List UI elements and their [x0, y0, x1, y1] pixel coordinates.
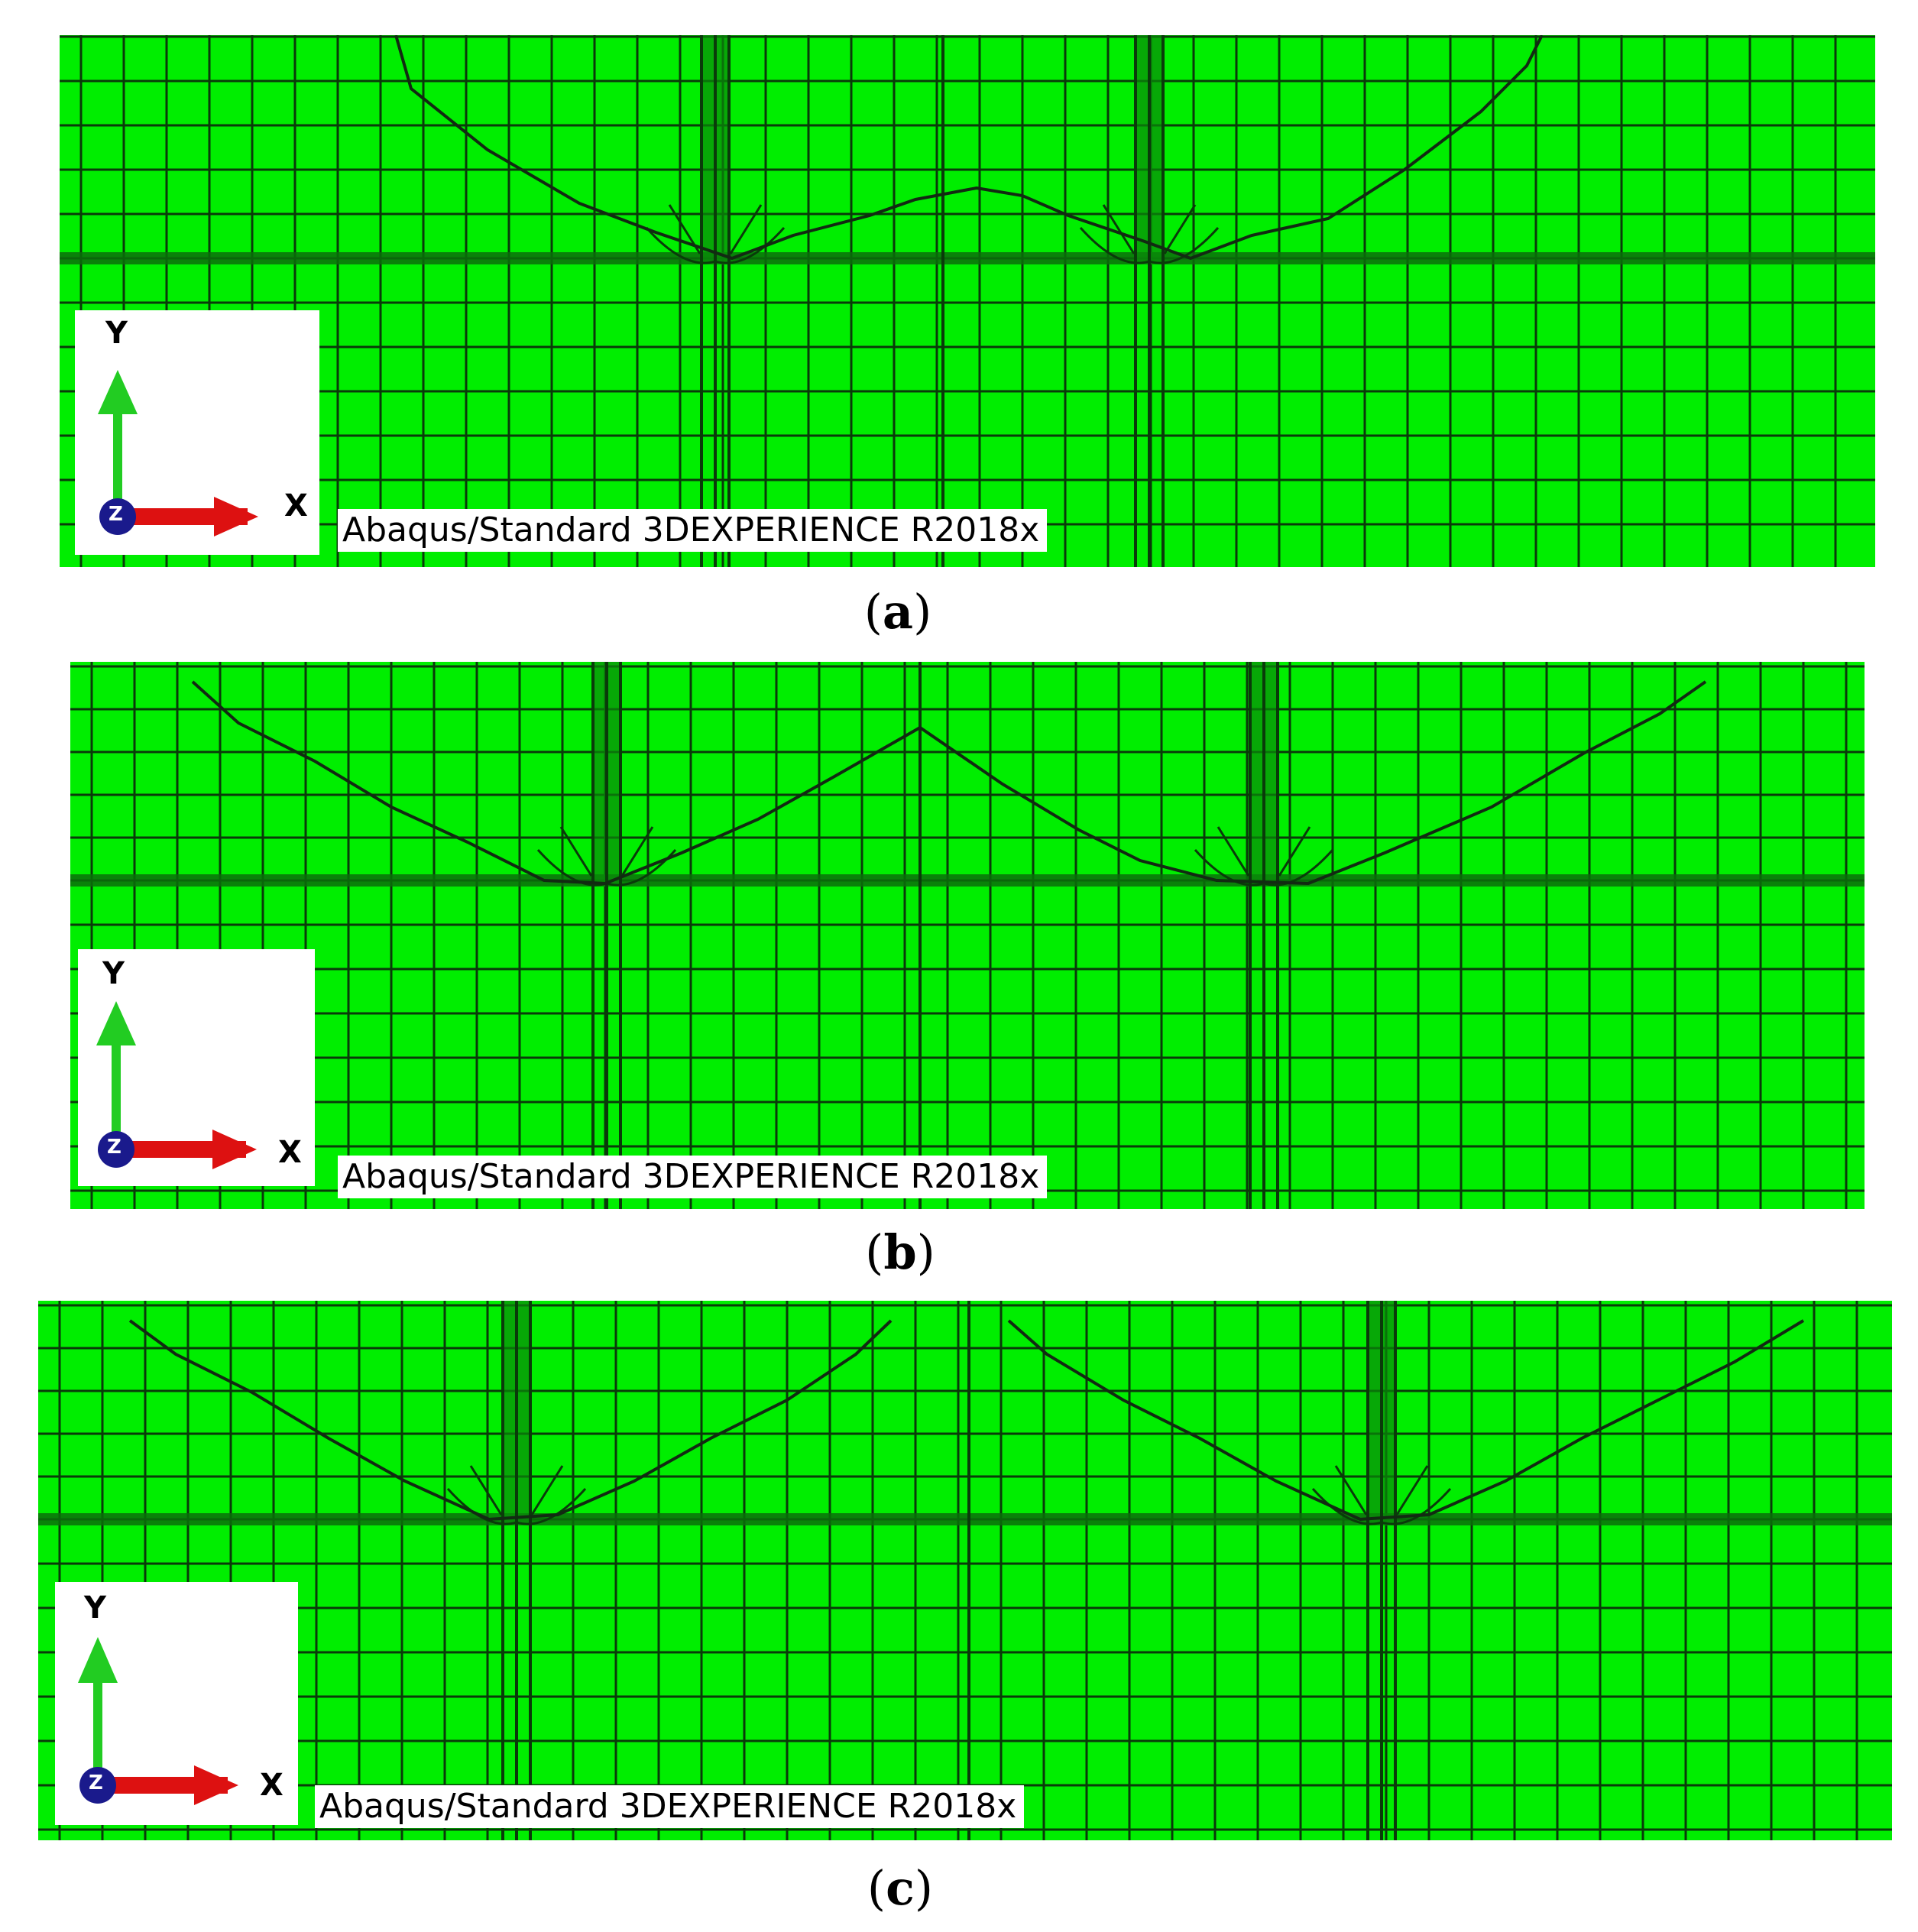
axis-label-z: Z: [107, 1136, 121, 1159]
software-watermark: Abaqus/Standard 3DEXPERIENCE R2018x: [338, 1156, 1048, 1198]
xyz-axis-triad-icon: [96, 1001, 257, 1169]
axis-label-x: X: [284, 488, 308, 524]
axis-triad-b: Y Z: [78, 949, 315, 1186]
caption-b: (b): [865, 1224, 935, 1280]
mesh-viewport-a[interactable]: Y Z X Abaqus/Standard 3DEXPERIENCE R2018…: [60, 35, 1875, 567]
axis-label-z: Z: [89, 1772, 103, 1794]
mesh-viewport-c[interactable]: Y Z X Abaqus/Standard 3DEXPERIENCE R2018…: [38, 1301, 1892, 1840]
caption-a: (a): [863, 584, 932, 640]
xyz-axis-triad-icon: [78, 1637, 238, 1805]
software-watermark: Abaqus/Standard 3DEXPERIENCE R2018x: [338, 509, 1048, 552]
mesh-plot-a: [60, 35, 1875, 567]
axis-triad-a: Y Z: [75, 310, 319, 555]
axis-label-y: Y: [84, 1590, 106, 1626]
mesh-viewport-b[interactable]: Y Z X Abaqus/Standard 3DEXPERIENCE R2018…: [70, 662, 1865, 1209]
caption-c: (c): [867, 1860, 934, 1916]
xyz-axis-triad-icon: [98, 370, 258, 536]
axis-triad-c: Y Z: [55, 1582, 298, 1825]
axis-label-x: X: [260, 1768, 283, 1803]
mesh-plot-b: [70, 662, 1865, 1209]
axis-label-y: Y: [102, 956, 125, 991]
axis-label-x: X: [278, 1135, 302, 1170]
software-watermark: Abaqus/Standard 3DEXPERIENCE R2018x: [315, 1785, 1025, 1828]
axis-label-y: Y: [105, 316, 128, 351]
axis-label-z: Z: [109, 503, 123, 526]
mesh-plot-c: [38, 1301, 1892, 1840]
